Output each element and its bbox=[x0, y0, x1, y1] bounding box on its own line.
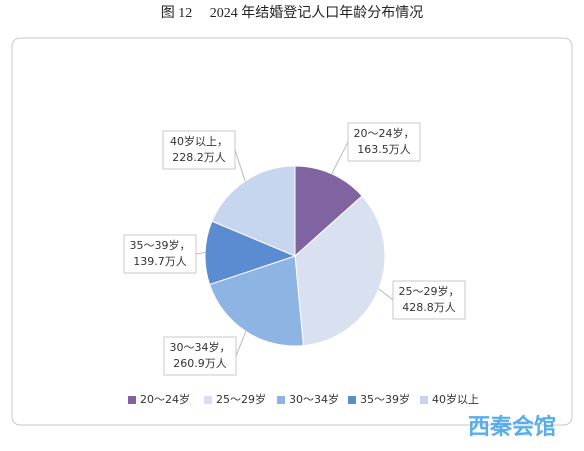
legend-label: 25～29岁 bbox=[216, 392, 266, 406]
legend-swatch bbox=[348, 396, 356, 404]
data-label: 139.7万人 bbox=[133, 255, 187, 268]
legend-label: 20～24岁 bbox=[140, 392, 190, 406]
legend-label: 35～39岁 bbox=[360, 392, 410, 406]
pie-slice bbox=[294, 195, 386, 347]
data-label: 260.9万人 bbox=[173, 357, 227, 370]
legend-label: 40岁以上 bbox=[432, 392, 479, 406]
legend-swatch bbox=[420, 396, 428, 404]
pie-slice bbox=[208, 255, 304, 347]
leader-line bbox=[378, 288, 394, 301]
chart-title: 图 12 2024 年结婚登记人口年龄分布情况 bbox=[161, 5, 424, 21]
legend-label: 30～34岁 bbox=[289, 392, 339, 406]
data-label-name: 35～39岁， bbox=[130, 238, 191, 252]
data-label-box bbox=[392, 280, 466, 320]
legend-swatch bbox=[204, 396, 212, 404]
leader-line bbox=[331, 141, 349, 175]
watermark: 西秦会馆 bbox=[468, 414, 556, 440]
data-label-name: 40岁以上， bbox=[170, 134, 228, 148]
data-label-box bbox=[162, 130, 236, 170]
data-label-box bbox=[123, 234, 197, 274]
data-label: 228.2万人 bbox=[172, 151, 226, 164]
data-label-name: 20～24岁， bbox=[354, 126, 415, 140]
data-label-name: 30～34岁， bbox=[170, 340, 231, 354]
data-label-box bbox=[163, 336, 237, 376]
data-label-name: 25～29岁， bbox=[399, 284, 460, 298]
pie-slice bbox=[204, 220, 297, 286]
legend-swatch bbox=[128, 396, 136, 404]
data-label: 163.5万人 bbox=[357, 143, 411, 156]
pie-slice bbox=[294, 165, 363, 258]
leader-line bbox=[235, 331, 247, 357]
data-label-box bbox=[347, 122, 421, 162]
leader-line bbox=[195, 252, 206, 255]
leader-line bbox=[234, 149, 246, 182]
legend-swatch bbox=[277, 396, 285, 404]
data-label: 428.8万人 bbox=[402, 301, 456, 314]
